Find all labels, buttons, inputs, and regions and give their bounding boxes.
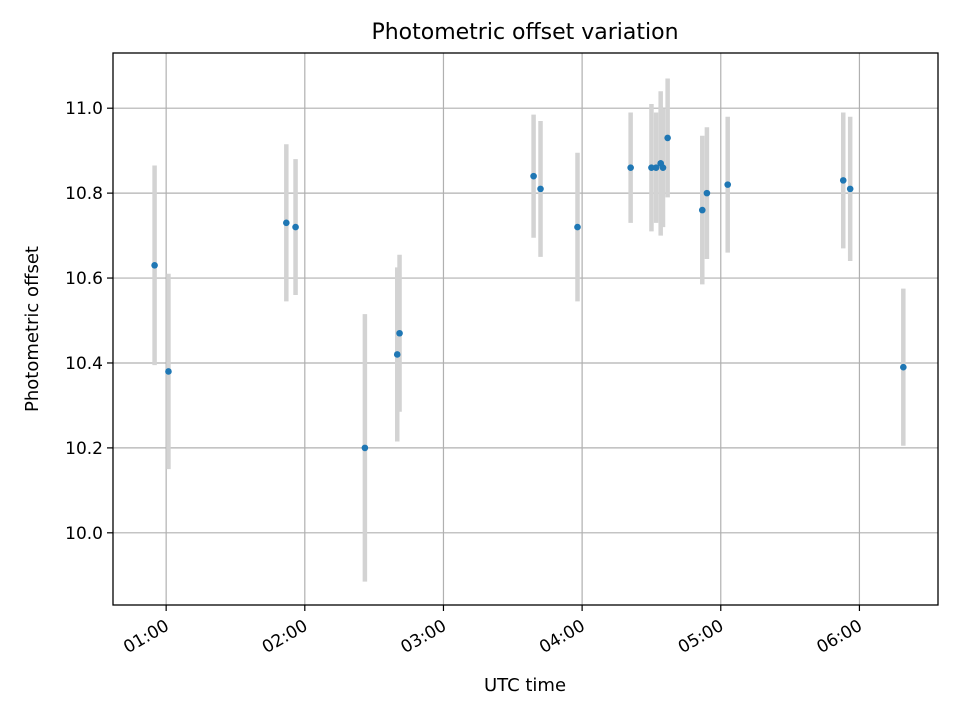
data-point (724, 181, 732, 188)
x-tick-label: 04:00 (536, 616, 588, 658)
chart-title: Photometric offset variation (371, 20, 678, 45)
data-point (703, 189, 711, 197)
y-tick-layer: 10.0 10.2 10.4 10.6 10.8 11.0 (65, 99, 113, 544)
data-point (900, 363, 907, 371)
data-point (283, 219, 290, 227)
x-tick-label: 05:00 (675, 616, 727, 658)
data-point (292, 223, 299, 231)
x-tick-label: 01:00 (120, 616, 172, 658)
data-point (648, 164, 655, 171)
y-tick-label: 10.0 (65, 524, 103, 544)
y-tick-label: 11.0 (65, 99, 103, 119)
x-tick-layer: 01:00 02:00 03:00 04:00 05:00 06:00 (120, 605, 866, 658)
y-tick-label: 10.2 (65, 439, 103, 459)
data-point (652, 164, 660, 171)
data-point (165, 368, 172, 375)
data-point (530, 172, 537, 180)
x-tick-label: 06:00 (813, 616, 865, 658)
data-point (361, 444, 369, 452)
grid-layer (113, 53, 938, 605)
data-point (664, 134, 671, 142)
y-axis-label: Photometric offset (22, 246, 43, 412)
x-tick-label: 02:00 (259, 616, 311, 658)
data-point (846, 185, 854, 193)
data-point (396, 329, 403, 337)
y-tick-label: 10.8 (65, 184, 103, 204)
data-point (659, 164, 667, 171)
errorbar-layer (152, 78, 906, 582)
point-layer (151, 134, 907, 452)
data-point (698, 206, 706, 214)
data-point (627, 164, 634, 171)
data-point (574, 223, 581, 231)
data-point (839, 177, 847, 184)
data-point (537, 185, 544, 193)
x-axis-label: UTC time (484, 675, 566, 696)
y-tick-label: 10.4 (65, 354, 103, 374)
data-point (151, 262, 158, 269)
data-point (393, 351, 401, 358)
y-tick-label: 10.6 (65, 269, 103, 289)
x-tick-label: 03:00 (398, 616, 450, 658)
plot-frame (112, 52, 939, 606)
